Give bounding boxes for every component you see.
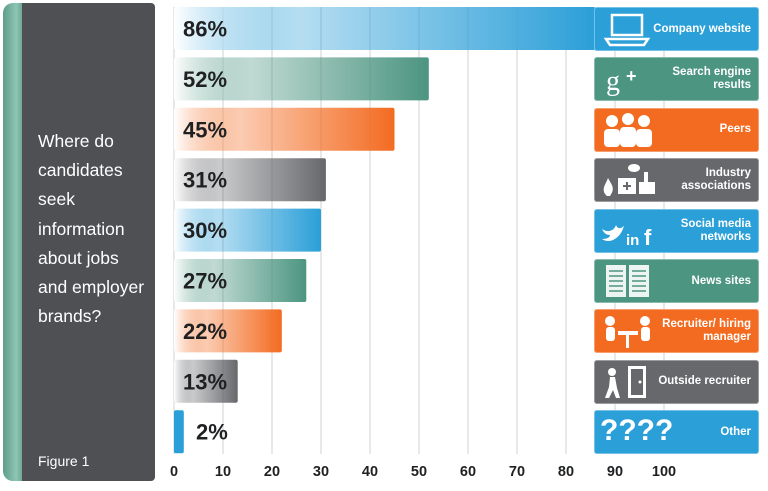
svg-text:f: f (644, 225, 652, 250)
x-tick-label: 50 (411, 464, 427, 480)
question-text: Where do candidates seek information abo… (38, 131, 145, 327)
legend-tile-label: Peers (719, 123, 751, 136)
laptop-icon (598, 9, 658, 49)
left-accent-strip (3, 3, 25, 481)
bar-value-label: 45% (183, 117, 227, 142)
question-panel (22, 3, 155, 481)
x-tick-label: 70 (509, 464, 525, 480)
bar-value-label: 30% (183, 218, 227, 243)
legend-tile-4: in f Social media networks (594, 208, 759, 253)
legend-tile-2: Peers (594, 107, 759, 152)
bar-2 (174, 107, 395, 151)
legend-tile-1: g + Search engine results (594, 57, 759, 102)
bar-value-label: 13% (183, 369, 227, 394)
interview-icon (598, 311, 658, 351)
legend-tile-label: News sites (691, 274, 751, 287)
x-tick-label: 100 (652, 464, 676, 480)
bar-value-label: 22% (183, 319, 227, 344)
bar-8 (174, 410, 184, 454)
x-tick-label: 10 (215, 464, 231, 480)
icon-text: ???? (600, 414, 674, 448)
legend-tile-label: Industry associations (681, 167, 751, 193)
svg-text:+: + (626, 66, 637, 86)
svg-text:g: g (606, 66, 620, 97)
google-plus-icon: g + (598, 59, 658, 99)
bar-value-label: 86% (183, 17, 227, 42)
x-tick-label: 60 (460, 464, 476, 480)
x-tick-label: 0 (170, 464, 178, 480)
legend-tile-3: Industry associations (594, 158, 759, 203)
bar-7 (174, 359, 238, 403)
x-tick-label: 90 (607, 464, 623, 480)
x-tick-label: 80 (558, 464, 574, 480)
bar-value-label: 52% (183, 67, 227, 92)
x-axis-ticks: 0 10 20 30 40 50 60 70 80 90 100 (170, 464, 676, 480)
industry-icon (598, 160, 658, 200)
social-media-icon: in f (598, 211, 658, 251)
bar-0 (174, 7, 596, 50)
newspaper-icon (598, 261, 658, 301)
svg-text:in: in (626, 232, 639, 249)
legend-tile-label: Outside recruiter (658, 375, 751, 388)
x-tick-label: 20 (264, 464, 280, 480)
x-tick-label: 40 (362, 464, 378, 480)
x-tick-label: 30 (313, 464, 329, 480)
value-labels: 86% 52% 45% 31% 30% 27% 22% 13% 2% (183, 17, 228, 445)
bar-value-label: 27% (183, 269, 227, 294)
figure-label: Figure 1 (38, 453, 90, 469)
bar-1 (174, 57, 429, 101)
legend-tile-label: Company website (653, 22, 751, 35)
bar-value-label: 31% (183, 168, 227, 193)
legend-tile-label: Recruiter/ hiring manager (662, 318, 751, 344)
legend-tile-8: ???? Other (594, 410, 759, 455)
bar-3 (174, 158, 326, 202)
legend-tile-5: News sites (594, 259, 759, 303)
legend-tile-6: Recruiter/ hiring manager (594, 309, 759, 354)
legend-tile-label: Search engine results (672, 66, 751, 92)
bars (174, 7, 596, 454)
bar-6 (174, 309, 282, 353)
bar-4 (174, 208, 321, 252)
legend-tile-7: Outside recruiter (594, 359, 759, 404)
people-icon (598, 110, 658, 150)
legend-tile-label: Social media networks (680, 217, 751, 243)
legend-tile-0: Company website (594, 7, 759, 51)
bar-value-label: 2% (196, 420, 228, 445)
question-marks-icon: ???? (598, 412, 673, 452)
bar-5 (174, 259, 307, 302)
door-walker-icon (598, 362, 658, 402)
legend-tile-label: Other (720, 425, 751, 438)
